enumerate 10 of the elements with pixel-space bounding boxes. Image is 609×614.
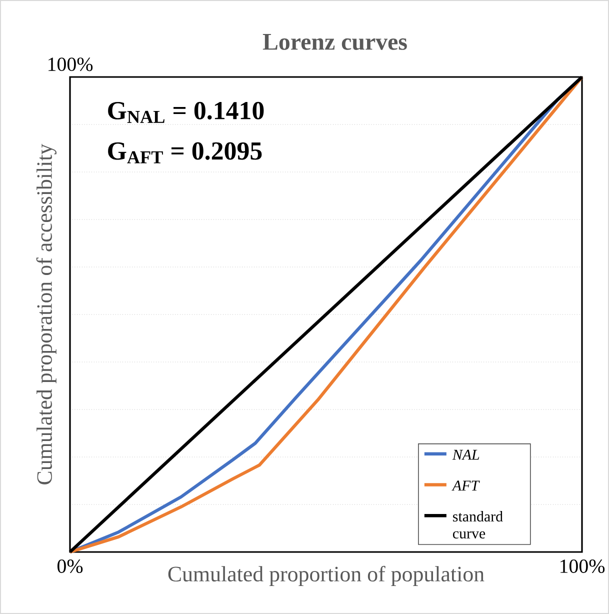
legend-label: AFT [452, 480, 480, 491]
annotation: G$_{NAL}$ = 0.1410 [108, 102, 264, 123]
text: 100% [48, 58, 93, 72]
legend-label: NAL [452, 450, 480, 460]
annotation: G$_{AFT}$ = 0.2095 [108, 142, 262, 164]
x-tick-label: 0% [57, 560, 83, 574]
legend-label: standard curve [452, 511, 503, 538]
chart-title: Lorenz curves [262, 34, 407, 50]
y-axis-title: Cumulated proporation of accessibility [36, 144, 56, 484]
x-axis-title: Cumulated proportion of population [168, 566, 484, 586]
